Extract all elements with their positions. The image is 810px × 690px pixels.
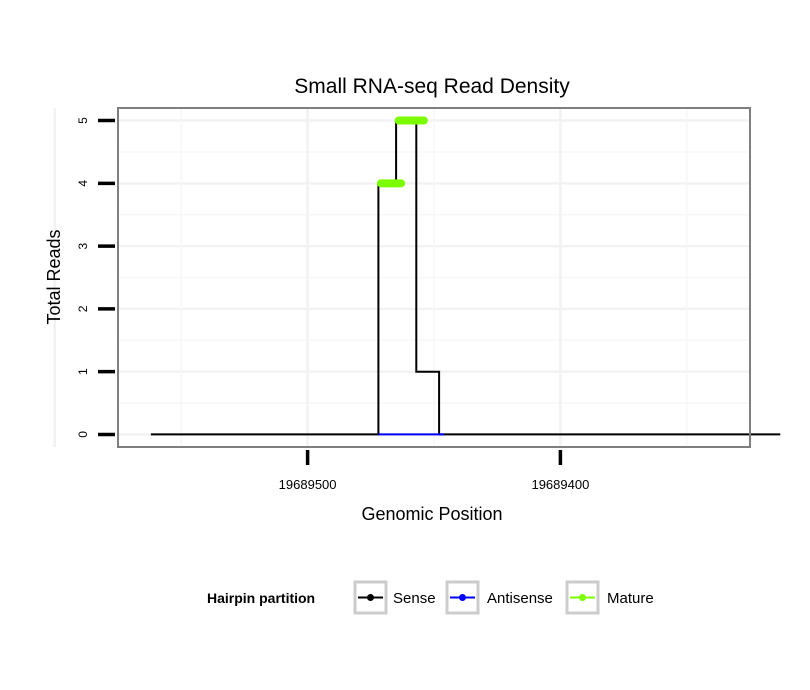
plot-border — [117, 107, 751, 448]
legend-label-sense: Sense — [393, 590, 436, 607]
y-axis: 0 1 2 3 4 5 — [76, 117, 115, 438]
legend-dot-antisense — [459, 594, 466, 601]
x-axis-label: Genomic Position — [361, 504, 502, 524]
legend-label-mature: Mature — [607, 590, 654, 607]
legend: Hairpin partition Sense Antisense Mature — [207, 580, 654, 615]
legend-title: Hairpin partition — [207, 590, 315, 606]
legend-label-antisense: Antisense — [487, 590, 553, 607]
legend-dot-sense — [367, 594, 374, 601]
series-layer — [150, 116, 781, 436]
legend-dot-mature — [579, 594, 586, 601]
x-tick-label: 19689500 — [279, 477, 337, 492]
x-tick-label: 19689400 — [531, 477, 589, 492]
y-tick-label: 0 — [76, 431, 90, 438]
y-tick-label: 1 — [76, 368, 90, 375]
y-tick-label: 2 — [76, 305, 90, 312]
y-tick-label: 5 — [76, 117, 90, 124]
y-tick-label: 4 — [76, 180, 90, 187]
y-tick-label: 3 — [76, 242, 90, 249]
x-axis: 19689500 19689400 — [279, 450, 589, 492]
y-axis-label: Total Reads — [44, 229, 64, 324]
chart-title: Small RNA-seq Read Density — [294, 75, 570, 98]
